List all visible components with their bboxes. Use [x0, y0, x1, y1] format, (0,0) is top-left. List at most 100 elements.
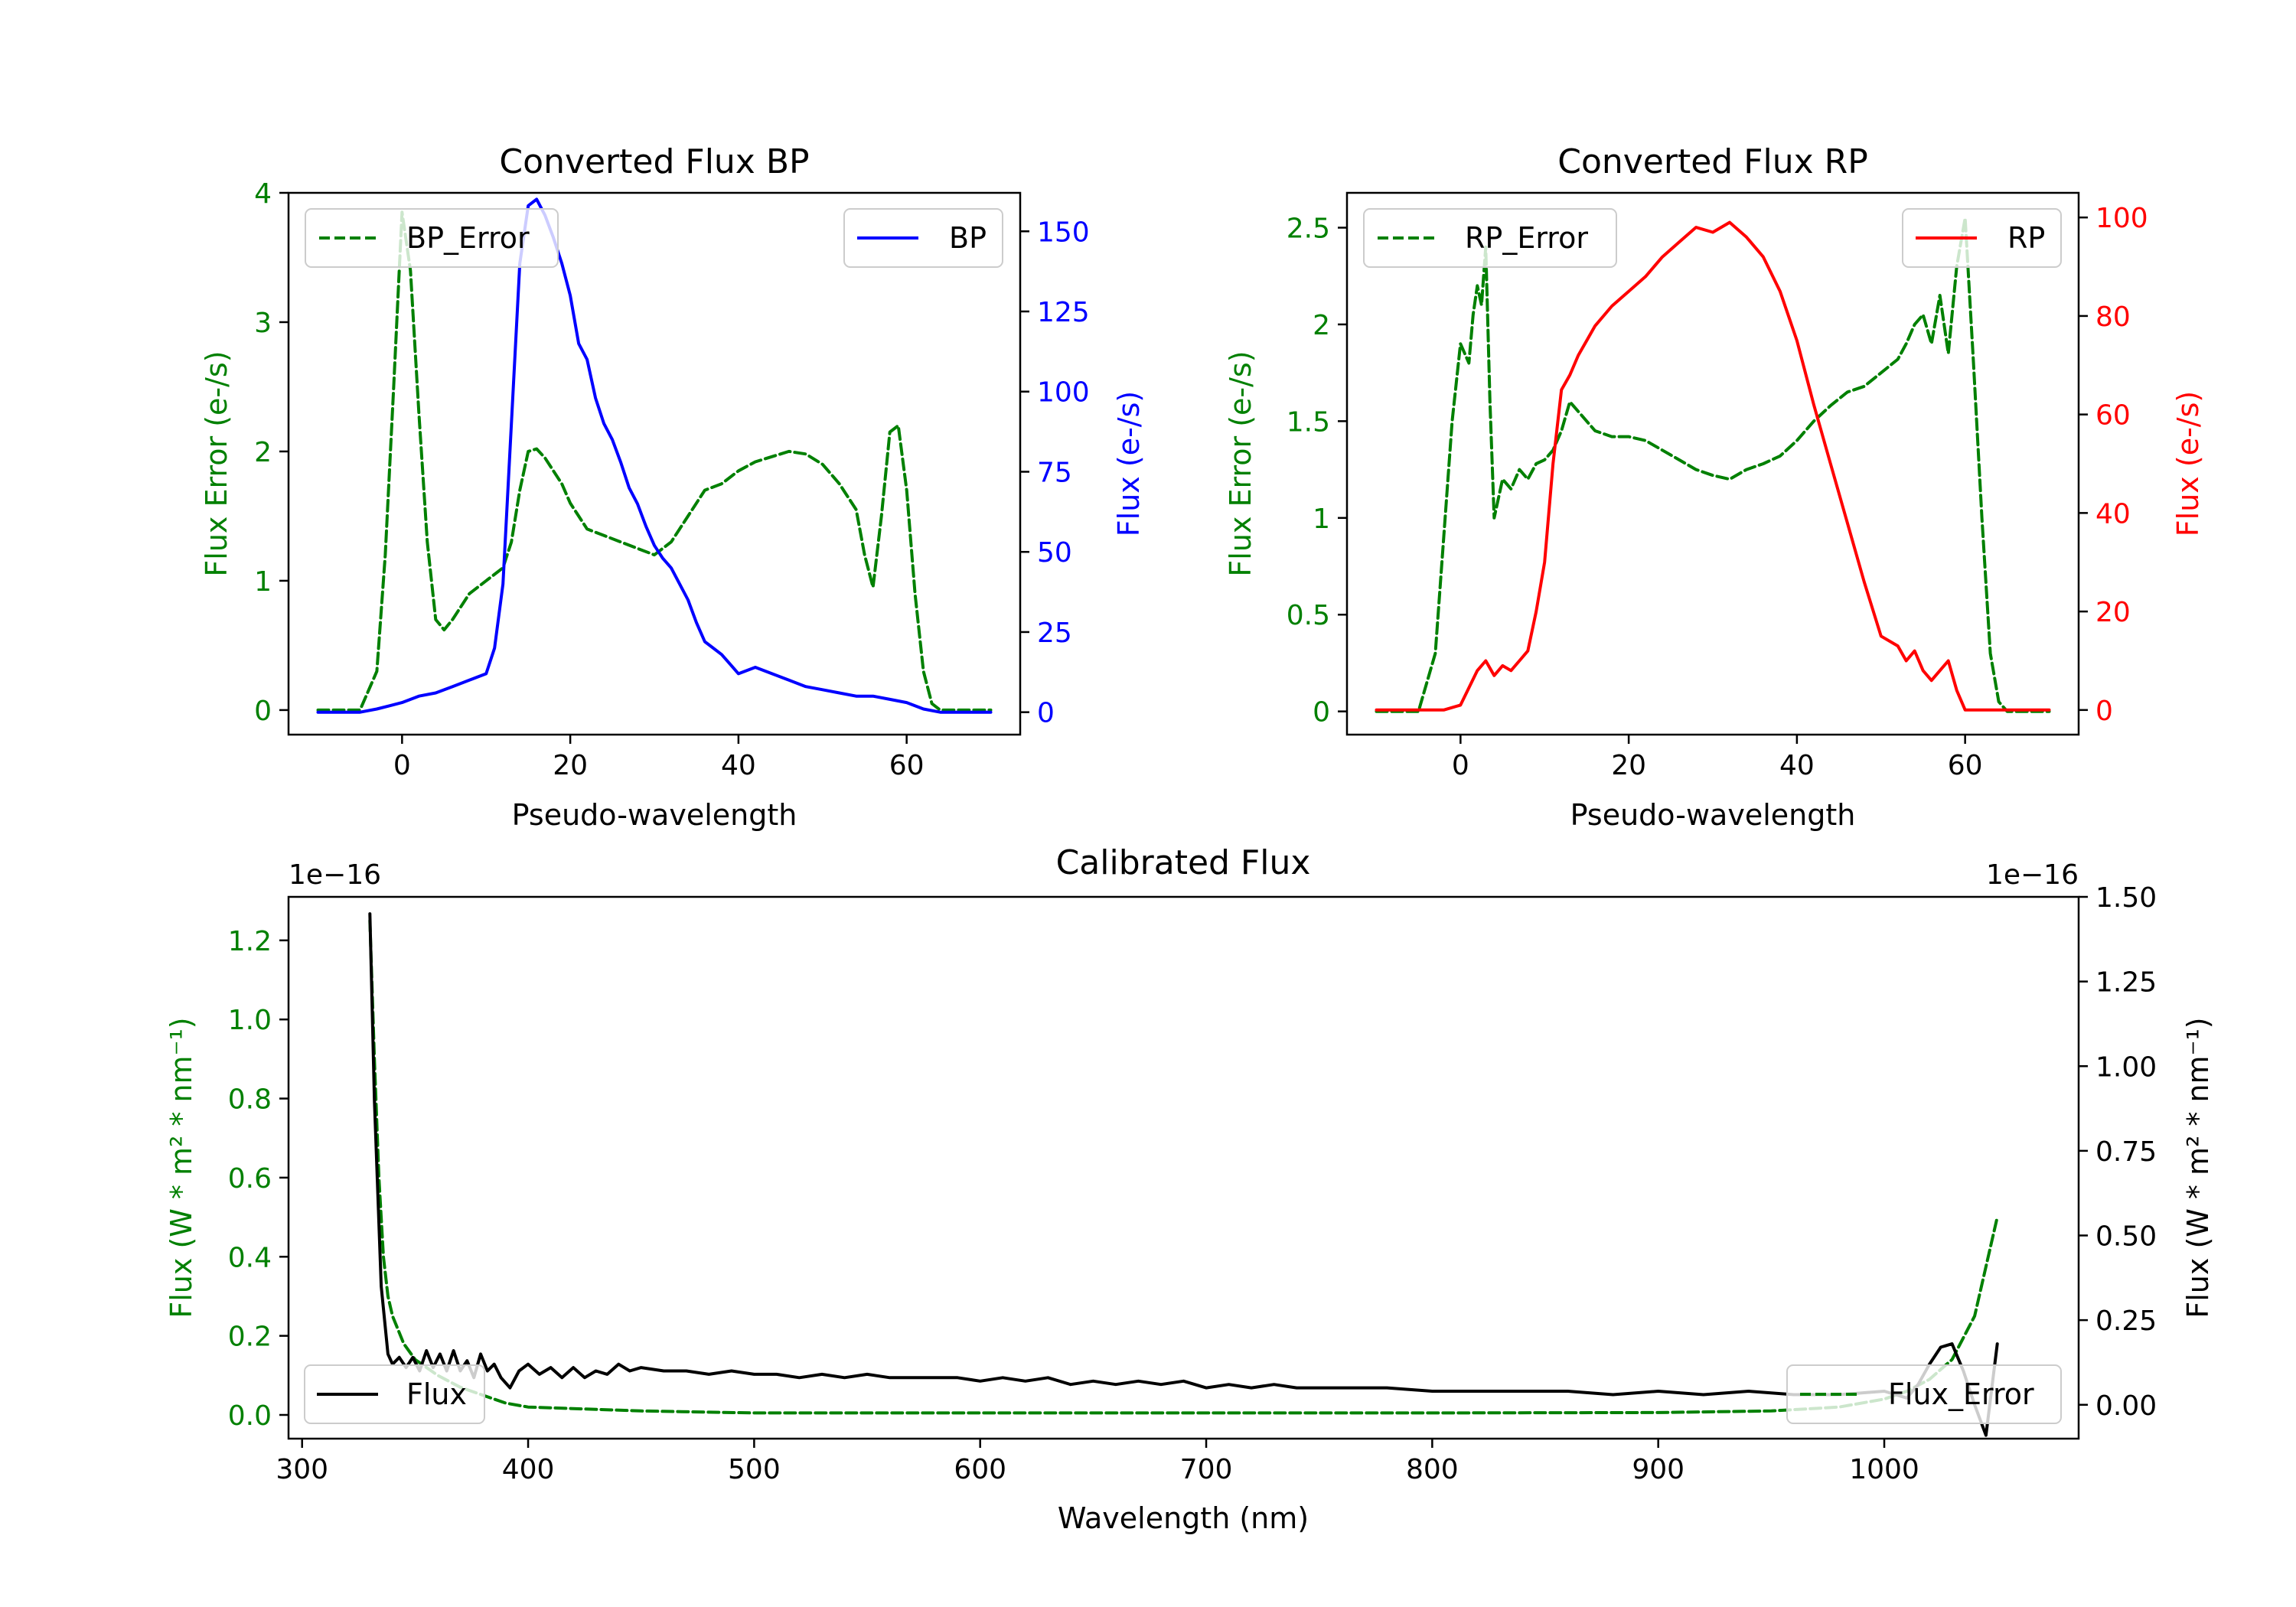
- series-line-rp-error: [1375, 216, 2051, 713]
- series-line-rp: [1375, 220, 2051, 712]
- y-left-tick-label: 4: [254, 178, 272, 210]
- y-left-axis-label: Flux Error (e-/s): [200, 350, 233, 576]
- y-left-tick-label: 0.5: [1287, 600, 1330, 631]
- y-left-tick-label: 0: [254, 696, 272, 727]
- y-left-tick-label: 1.2: [228, 926, 272, 957]
- x-tick-label: 40: [721, 750, 756, 781]
- y-left-offset-label: 1e−16: [289, 859, 381, 891]
- y-left-axis-label: Flux Error (e-/s): [1224, 350, 1257, 576]
- y-left-tick-label: 0: [1313, 697, 1330, 729]
- x-tick-label: 40: [1779, 750, 1815, 781]
- y-left-ticks: 0 0.5 1 1.5 2 2.5: [1287, 214, 1347, 729]
- y-right-tick-label: 100: [2095, 203, 2148, 234]
- series-layer: [316, 197, 993, 714]
- chart-rp: Converted Flux RP 0 20 40 60 0 0.5 1 1.5 2 2.5 0…: [1224, 142, 2205, 832]
- y-left-tick-label: 2: [1313, 310, 1330, 341]
- y-right-tick-label: 0.50: [2095, 1221, 2157, 1253]
- y-right-axis-label: Flux (e-/s): [1112, 391, 1146, 536]
- x-tick-label: 1000: [1849, 1454, 1919, 1485]
- y-right-tick-label: 75: [1037, 457, 1072, 488]
- x-tick-label: 600: [954, 1454, 1006, 1485]
- chart-title: Converted Flux RP: [1557, 142, 1868, 181]
- y-right-tick-label: 0.25: [2095, 1305, 2157, 1337]
- y-left-tick-label: 2.5: [1287, 214, 1330, 245]
- legend-box: [304, 1364, 485, 1424]
- y-left-ticks: 0 1 2 3 4: [254, 178, 289, 727]
- chart-title: Converted Flux BP: [499, 142, 809, 181]
- y-left-tick-label: 1: [1313, 504, 1330, 535]
- x-axis-label: Pseudo-wavelength: [512, 798, 797, 832]
- y-right-axis-label: Flux (e-/s): [2171, 391, 2205, 536]
- legend-left: RP_Error: [1363, 208, 1617, 268]
- legend-label: Flux_Error: [1888, 1377, 2034, 1411]
- x-axis-label: Pseudo-wavelength: [1570, 798, 1856, 832]
- legend-label: BP_Error: [406, 221, 530, 255]
- x-ticks: 300 400 500 600 700 800 900 1000: [276, 1439, 1919, 1485]
- y-left-axis-label: Flux (W * m² * nm⁻¹): [165, 1017, 198, 1318]
- legend-right: BP: [843, 208, 1003, 268]
- chart-bp: Converted Flux BP 0 20 40 60 0 1 2 3 4 0 25 50 75 1…: [200, 142, 1146, 832]
- y-right-tick-label: 125: [1037, 297, 1090, 328]
- x-tick-label: 300: [276, 1454, 328, 1485]
- y-left-tick-label: 0.6: [228, 1163, 272, 1195]
- x-tick-label: 60: [889, 750, 925, 781]
- x-tick-label: 60: [1948, 750, 1983, 781]
- legend-box: [1363, 208, 1617, 268]
- plot-frame: [287, 895, 2080, 1440]
- x-tick-label: 20: [1611, 750, 1646, 781]
- y-right-tick-label: 1.50: [2095, 882, 2157, 914]
- x-tick-label: 0: [393, 750, 411, 781]
- x-tick-label: 400: [502, 1454, 555, 1485]
- plot-frame: [1345, 191, 2080, 736]
- legend-left: Flux: [304, 1364, 485, 1424]
- legend-label: BP: [949, 221, 987, 255]
- y-left-tick-label: 3: [254, 308, 272, 339]
- legend-right: RP: [1902, 208, 2062, 268]
- y-right-ticks: 0 25 50 75 100 125 150: [1020, 217, 1090, 729]
- series-line-bp-error: [316, 210, 993, 712]
- y-right-tick-label: 25: [1037, 618, 1072, 649]
- legend-box: [843, 208, 1003, 268]
- y-right-offset-label: 1e−16: [1986, 859, 2079, 891]
- y-right-tick-label: 1.25: [2095, 967, 2157, 999]
- y-left-tick-label: 1: [254, 566, 272, 598]
- y-left-tick-label: 0.8: [228, 1084, 272, 1116]
- y-right-ticks: 0 20 40 60 80 100: [2079, 203, 2148, 727]
- x-tick-label: 500: [728, 1454, 781, 1485]
- legend-label: Flux: [406, 1377, 467, 1411]
- y-right-tick-label: 60: [2095, 400, 2131, 432]
- y-right-tick-label: 150: [1037, 217, 1090, 248]
- legend-left: BP_Error: [305, 208, 559, 268]
- y-right-tick-label: 1.00: [2095, 1051, 2157, 1083]
- y-right-axis-label: Flux (W * m² * nm⁻¹): [2181, 1017, 2215, 1318]
- legend-box: [1902, 208, 2062, 268]
- y-left-tick-label: 1.5: [1287, 406, 1330, 438]
- x-axis-label: Wavelength (nm): [1058, 1501, 1309, 1535]
- series-line-flux: [368, 912, 1999, 1437]
- legend-box: [305, 208, 559, 268]
- y-right-tick-label: 0.00: [2095, 1390, 2157, 1422]
- series-layer: [368, 912, 1999, 1437]
- x-tick-label: 0: [1452, 750, 1469, 781]
- chart-calibrated: Calibrated Flux 1e−16 1e−16 300 400 500 600…: [165, 843, 2215, 1535]
- y-right-tick-label: 50: [1037, 537, 1072, 569]
- x-tick-label: 20: [553, 750, 588, 781]
- y-right-ticks: 0.00 0.25 0.50 0.75 1.00 1.25 1.50: [2079, 882, 2157, 1422]
- x-tick-label: 700: [1180, 1454, 1233, 1485]
- x-ticks: 0 20 40 60: [1452, 735, 1983, 781]
- y-left-ticks: 0.0 0.2 0.4 0.6 0.8 1.0 1.2: [228, 926, 289, 1432]
- y-right-tick-label: 40: [2095, 498, 2131, 530]
- y-right-tick-label: 0: [1037, 698, 1055, 729]
- chart-title: Calibrated Flux: [1056, 843, 1311, 882]
- y-left-tick-label: 0.2: [228, 1322, 272, 1353]
- series-layer: [1375, 216, 2051, 713]
- y-left-tick-label: 0.0: [228, 1400, 272, 1432]
- x-ticks: 0 20 40 60: [393, 735, 925, 781]
- y-left-tick-label: 2: [254, 437, 272, 468]
- series-line-flux-error: [368, 919, 1999, 1415]
- x-tick-label: 900: [1632, 1454, 1684, 1485]
- y-right-tick-label: 0: [2095, 696, 2113, 727]
- plot-frame: [287, 191, 1022, 736]
- y-right-tick-label: 20: [2095, 597, 2131, 628]
